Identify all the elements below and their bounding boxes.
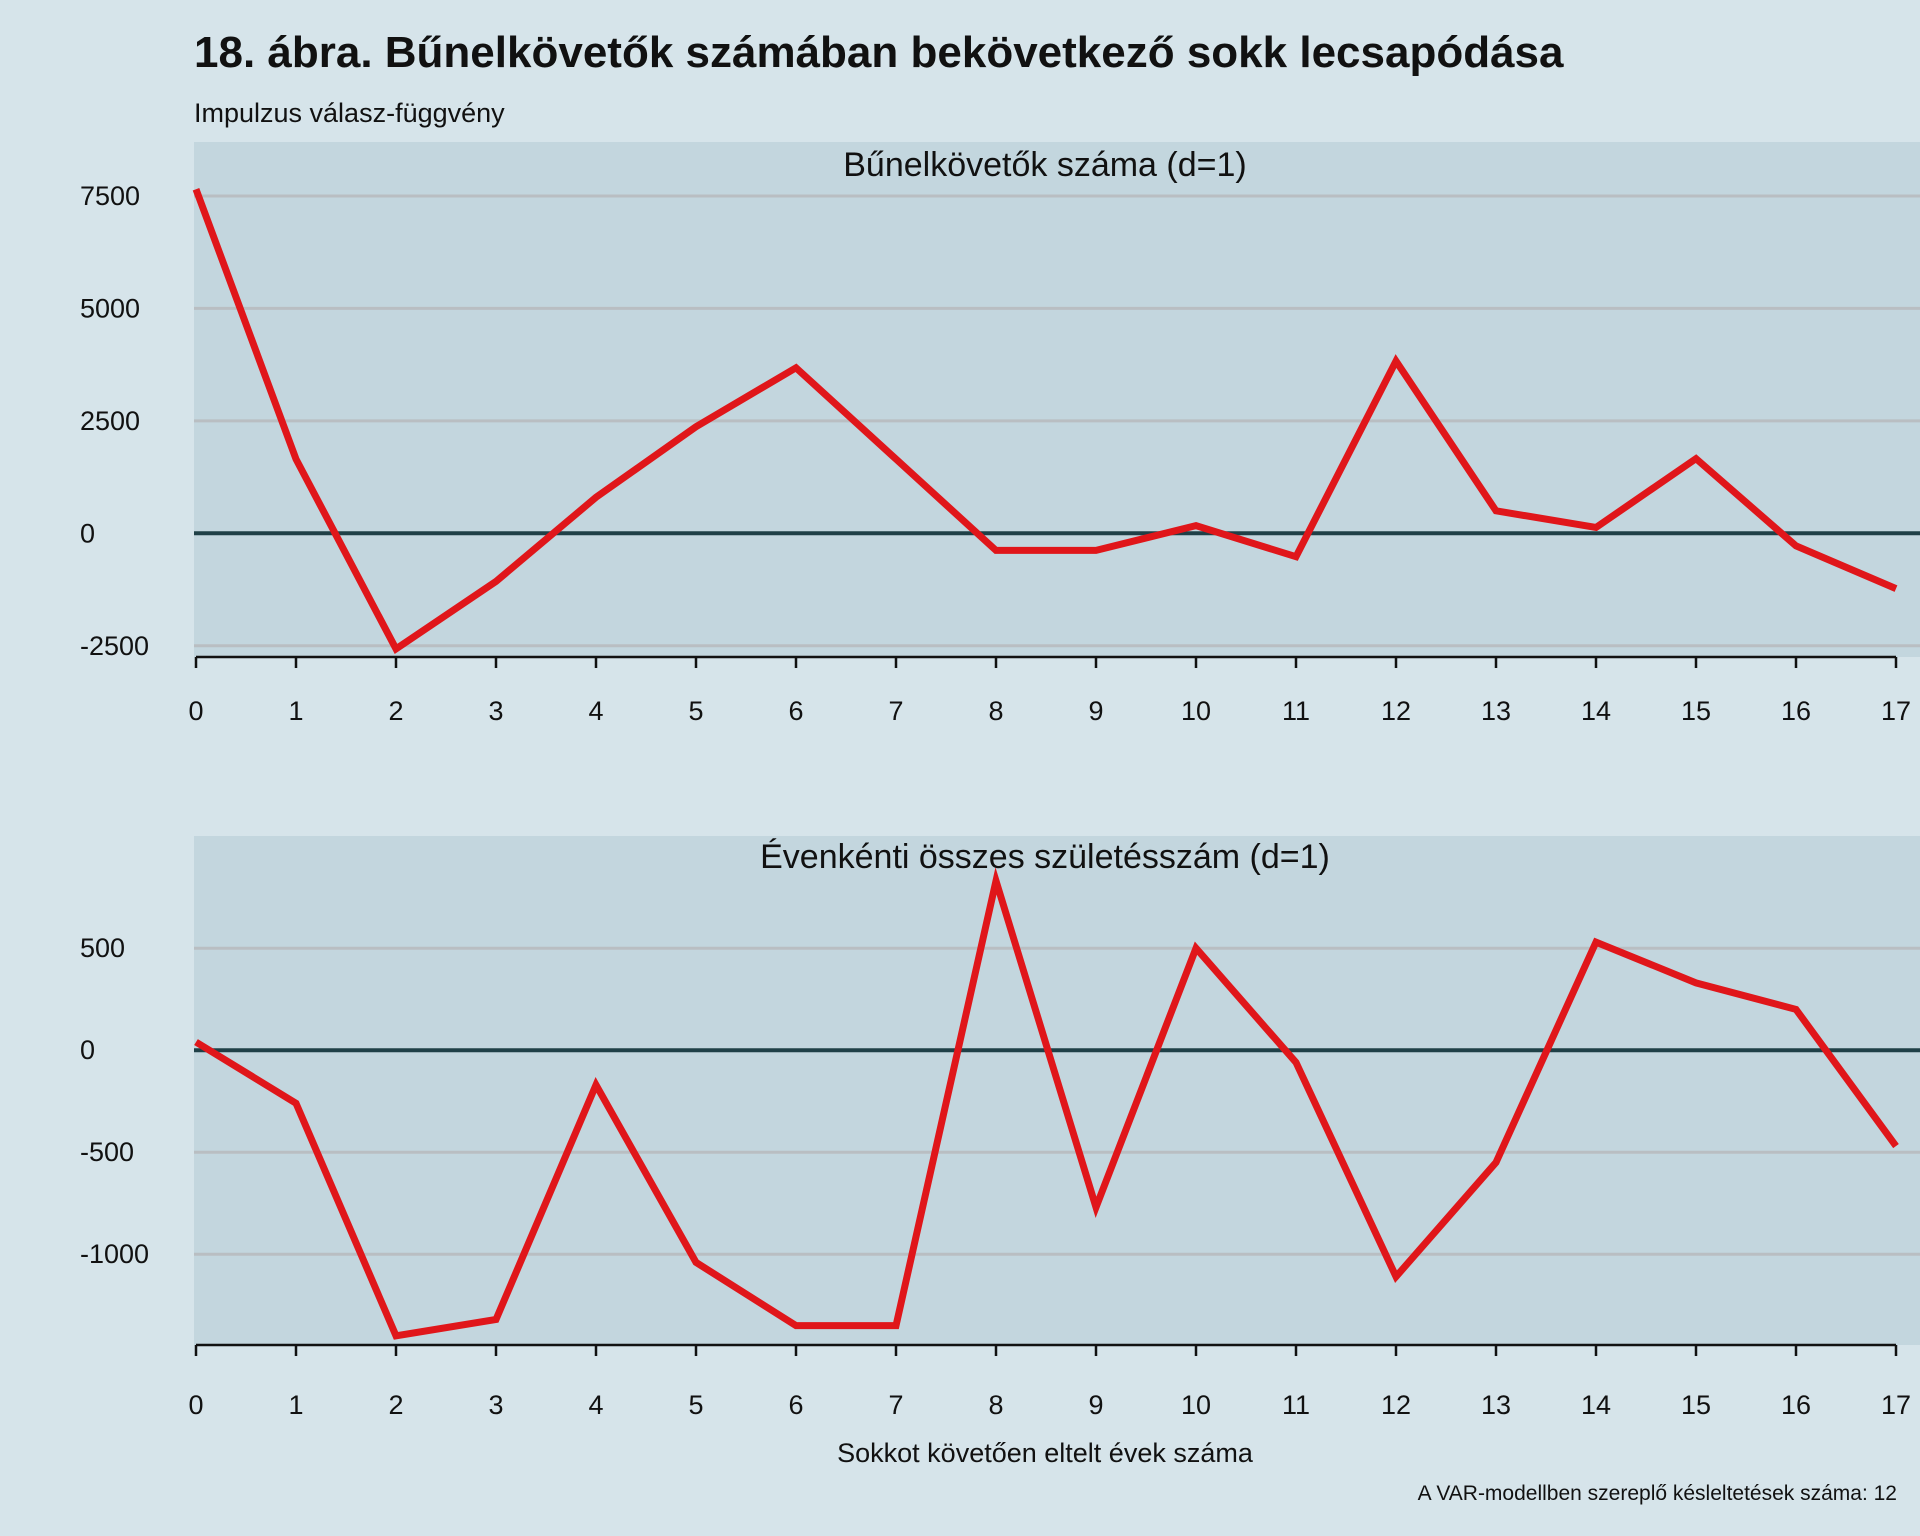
data-point: [493, 1316, 499, 1322]
chart-title: 18. ábra. Bűnelkövetők számában bekövetk…: [194, 28, 1564, 77]
data-point: [693, 1259, 699, 1265]
x-tick-label: 14: [1581, 1390, 1611, 1420]
x-tick-label: 0: [188, 696, 203, 726]
data-point: [1193, 523, 1199, 529]
x-tick-label: 2: [388, 1390, 403, 1420]
data-point: [493, 578, 499, 584]
data-point: [1493, 508, 1499, 514]
data-point: [293, 456, 299, 462]
data-point: [1893, 586, 1899, 592]
data-point: [893, 456, 899, 462]
y-tick-label: -500: [80, 1137, 134, 1167]
data-point: [1293, 554, 1299, 560]
data-point: [593, 494, 599, 500]
x-tick-label: 17: [1881, 696, 1911, 726]
x-tick-label: 16: [1781, 1390, 1811, 1420]
x-tick-label: 1: [288, 1390, 303, 1420]
x-tick-label: 17: [1881, 1390, 1911, 1420]
data-point: [993, 878, 999, 884]
x-tick-label: 6: [788, 1390, 803, 1420]
x-tick-label: 10: [1181, 696, 1211, 726]
x-tick-label: 10: [1181, 1390, 1211, 1420]
data-point: [1593, 524, 1599, 530]
x-tick-label: 8: [988, 1390, 1003, 1420]
x-tick-label: 6: [788, 696, 803, 726]
x-tick-label: 11: [1282, 696, 1310, 726]
x-tick-label: 3: [488, 696, 503, 726]
data-point: [293, 1100, 299, 1106]
y-tick-label: 500: [80, 933, 125, 963]
data-point: [193, 1039, 199, 1045]
data-point: [1693, 456, 1699, 462]
data-point: [1393, 358, 1399, 364]
x-tick-label: 4: [588, 1390, 603, 1420]
data-point: [1493, 1159, 1499, 1165]
x-tick-label: 0: [188, 1390, 203, 1420]
y-tick-label: 5000: [80, 293, 140, 323]
y-tick-label: 0: [80, 1035, 95, 1065]
data-point: [593, 1082, 599, 1088]
x-tick-label: 7: [888, 696, 903, 726]
data-point: [1793, 1006, 1799, 1012]
x-tick-label: 15: [1681, 696, 1711, 726]
data-point: [1893, 1143, 1899, 1149]
data-point: [1793, 543, 1799, 549]
data-point: [793, 365, 799, 371]
x-tick-label: 11: [1282, 1390, 1310, 1420]
x-tick-label: 15: [1681, 1390, 1711, 1420]
x-tick-label: 1: [288, 696, 303, 726]
chart-subtitle: Impulzus válasz-függvény: [194, 98, 505, 128]
data-point: [793, 1323, 799, 1329]
x-tick-label: 12: [1381, 1390, 1411, 1420]
data-point: [1593, 939, 1599, 945]
x-tick-label: 5: [688, 1390, 703, 1420]
panel-title: Évenkénti összes születésszám (d=1): [760, 838, 1330, 876]
panel-title: Bűnelkövetők száma (d=1): [843, 146, 1246, 184]
y-tick-label: -1000: [80, 1239, 149, 1269]
x-tick-label: 13: [1481, 696, 1511, 726]
y-tick-label: 2500: [80, 406, 140, 436]
data-point: [193, 186, 199, 192]
data-point: [1193, 945, 1199, 951]
data-point: [693, 424, 699, 430]
x-tick-label: 4: [588, 696, 603, 726]
x-tick-label: 5: [688, 696, 703, 726]
series-line: [194, 867, 1899, 1340]
data-point: [1293, 1059, 1299, 1065]
x-axis-label: Sokkot követően eltelt évek száma: [837, 1438, 1254, 1468]
x-tick-label: 12: [1381, 696, 1411, 726]
y-tick-label: 0: [80, 518, 95, 548]
panel-background: [194, 142, 1920, 657]
x-tick-label: 3: [488, 1390, 503, 1420]
x-tick-label: 14: [1581, 696, 1611, 726]
series-line: [192, 188, 1898, 654]
footnote: A VAR-modellben szereplő késleltetések s…: [1418, 1482, 1897, 1505]
data-point: [393, 1333, 399, 1339]
x-tick-label: 7: [888, 1390, 903, 1420]
data-point: [1393, 1274, 1399, 1280]
data-point: [393, 646, 399, 652]
x-tick-label: 9: [1088, 1390, 1103, 1420]
y-tick-label: -2500: [80, 631, 149, 661]
x-tick-label: 13: [1481, 1390, 1511, 1420]
data-point: [893, 1323, 899, 1329]
x-tick-label: 2: [388, 696, 403, 726]
y-tick-label: 7500: [80, 181, 140, 211]
data-point: [1693, 980, 1699, 986]
x-tick-label: 8: [988, 696, 1003, 726]
data-point: [1093, 1204, 1099, 1210]
x-tick-label: 9: [1088, 696, 1103, 726]
x-tick-label: 16: [1781, 696, 1811, 726]
data-point: [1093, 547, 1099, 553]
data-point: [993, 547, 999, 553]
